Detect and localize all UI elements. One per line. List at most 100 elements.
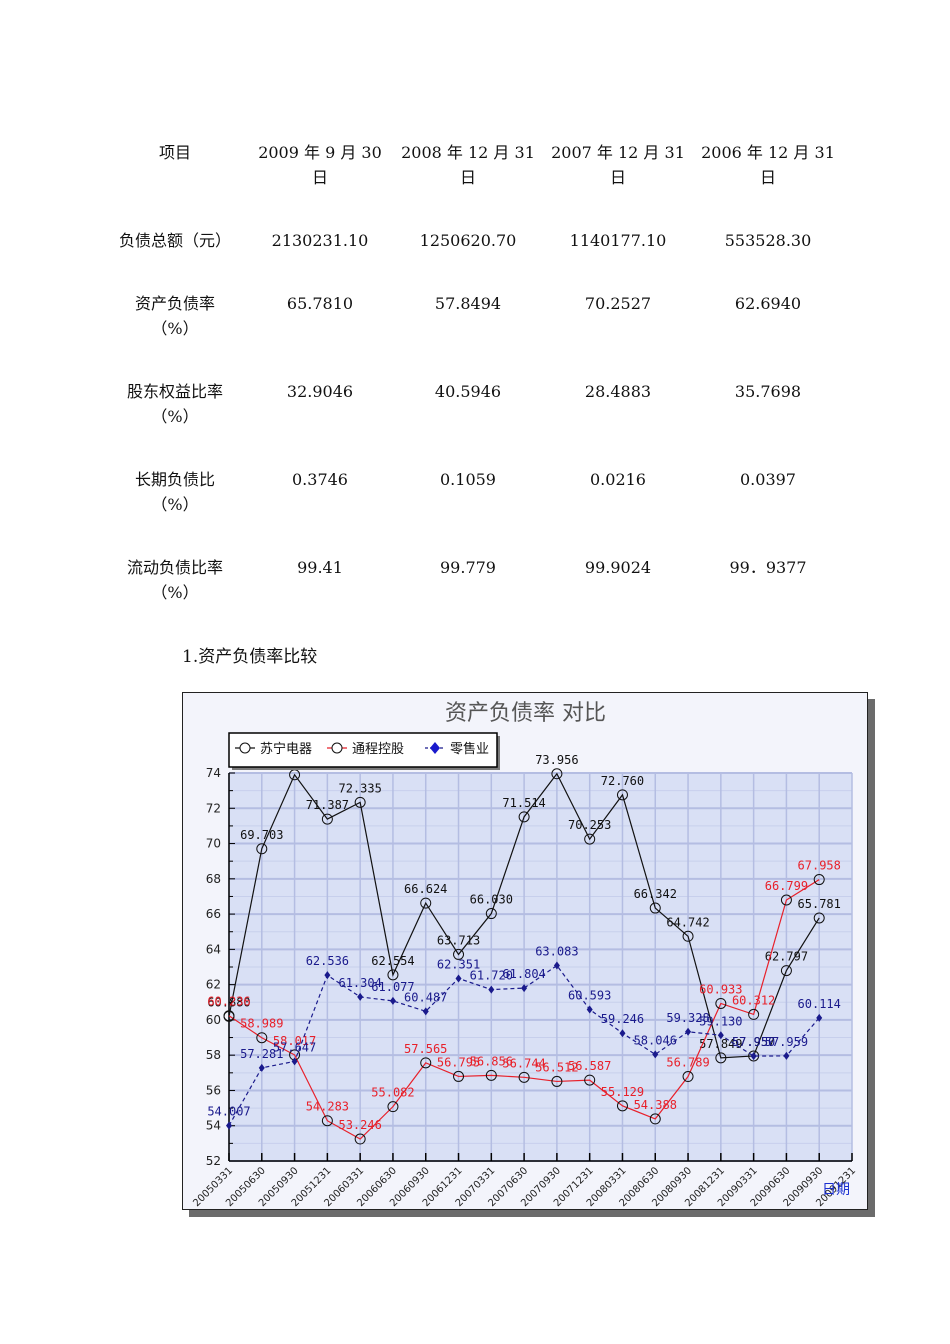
data-label: 72.335 (338, 781, 381, 795)
data-point (553, 961, 560, 970)
data-point (453, 1070, 465, 1082)
row-label-equity-ratio: 股东权益比率 （%） (126, 382, 223, 426)
data-label: 57.565 (404, 1042, 447, 1056)
table-cell: 32.9046 (286, 382, 354, 401)
chart-title: 资产负债率 对比 (445, 701, 606, 726)
data-label: 70.253 (568, 818, 611, 832)
table-header-col-3: 2007 年 12 月 31 日 (551, 143, 685, 187)
table-cell: 0.1059 (440, 470, 496, 489)
data-point (485, 908, 497, 920)
data-label: 54.007 (207, 1105, 250, 1119)
data-label: 56.789 (666, 1056, 709, 1070)
data-label: 60.114 (798, 997, 841, 1011)
data-point (256, 843, 268, 855)
data-point (551, 1075, 563, 1087)
y-tick-label: 74 (206, 766, 221, 780)
data-point (715, 997, 727, 1009)
y-tick-label: 68 (206, 872, 221, 886)
data-point (453, 948, 465, 960)
data-point (321, 813, 333, 825)
data-label: 53.246 (338, 1118, 381, 1132)
data-label: 56.512 (535, 1060, 578, 1074)
table-cell: 57.8494 (434, 294, 502, 313)
data-point (813, 912, 825, 924)
data-point (488, 985, 495, 994)
data-point (357, 992, 364, 1001)
data-label: 58.017 (273, 1034, 316, 1048)
data-point (387, 969, 399, 981)
data-point (551, 768, 563, 780)
y-tick-label: 72 (206, 801, 221, 815)
y-tick-label: 66 (206, 907, 221, 921)
legend-marker-icon (239, 742, 251, 754)
y-tick-label: 60 (206, 1013, 221, 1027)
y-tick-label: 58 (206, 1048, 221, 1062)
data-label: 61.804 (502, 967, 545, 981)
series-line (228, 879, 820, 1140)
table-cell: 1250620.70 (419, 231, 517, 250)
data-label: 61.720 (470, 969, 513, 983)
data-point (455, 974, 462, 983)
y-tick-label: 54 (206, 1119, 221, 1133)
table-cell: 0.0216 (590, 470, 646, 489)
legend-label: 苏宁电器 (260, 741, 312, 757)
data-label: 71.514 (502, 796, 545, 810)
data-point (748, 1008, 760, 1020)
data-point (682, 1071, 694, 1083)
data-label: 60.880 (207, 995, 250, 1009)
data-label: 60.593 (568, 988, 611, 1002)
data-label: 58.046 (634, 1033, 677, 1047)
data-point (619, 1029, 626, 1038)
series-line (228, 772, 820, 1059)
data-point (616, 1100, 628, 1112)
y-tick-label: 62 (206, 978, 221, 992)
data-point (422, 1007, 429, 1016)
data-point (652, 1050, 659, 1059)
table-header-col-4: 2006 年 12 月 31 日 (701, 143, 835, 187)
data-point (354, 1133, 366, 1145)
data-label: 62.351 (437, 957, 480, 971)
table-cell: 2130231.10 (271, 231, 369, 250)
table-cell: 28.4883 (584, 382, 652, 401)
data-point (258, 1063, 265, 1072)
data-label: 66.624 (404, 882, 447, 896)
section-heading: 1.资产负债率比较 (182, 647, 318, 667)
row-label-long-term-debt: 长期负债比 （%） (134, 470, 215, 514)
y-tick-label: 56 (206, 1083, 221, 1097)
data-label: 67.958 (798, 859, 841, 873)
data-point (324, 971, 331, 980)
data-point (685, 1027, 692, 1036)
table-cell: 99．9377 (729, 558, 807, 577)
row-label-debt-ratio: 资产负债率 （%） (134, 294, 215, 338)
data-label: 62.554 (371, 954, 414, 968)
data-label: 65.781 (798, 897, 841, 911)
data-label: 72.760 (601, 774, 644, 788)
data-point (485, 1069, 497, 1081)
data-point (387, 1101, 399, 1113)
data-point (649, 902, 661, 914)
legend-marker-icon (430, 742, 440, 754)
data-label: 57.950 (732, 1035, 775, 1049)
legend-marker-icon (331, 742, 343, 754)
data-point (389, 996, 396, 1005)
chart-legend (228, 732, 498, 768)
data-label: 63.083 (535, 945, 578, 959)
data-label: 59.130 (699, 1014, 742, 1028)
data-point (354, 796, 366, 808)
legend-label: 零售业 (450, 741, 489, 757)
table-cell: 40.5946 (434, 382, 502, 401)
data-label: 54.283 (306, 1100, 349, 1114)
data-label: 59.328 (666, 1011, 709, 1025)
data-label: 57.849 (699, 1037, 742, 1051)
table-cell: 0.3746 (292, 470, 348, 489)
table-cell: 35.7698 (734, 382, 802, 401)
data-label: 66.342 (634, 887, 677, 901)
data-label: 55.082 (371, 1086, 414, 1100)
data-point (291, 1057, 298, 1066)
data-label: 58.989 (240, 1017, 283, 1031)
data-point (521, 984, 528, 993)
data-label: 66.799 (765, 879, 808, 893)
table-cell: 70.2527 (584, 294, 652, 313)
data-label: 66.030 (470, 893, 513, 907)
data-point (649, 1113, 661, 1125)
